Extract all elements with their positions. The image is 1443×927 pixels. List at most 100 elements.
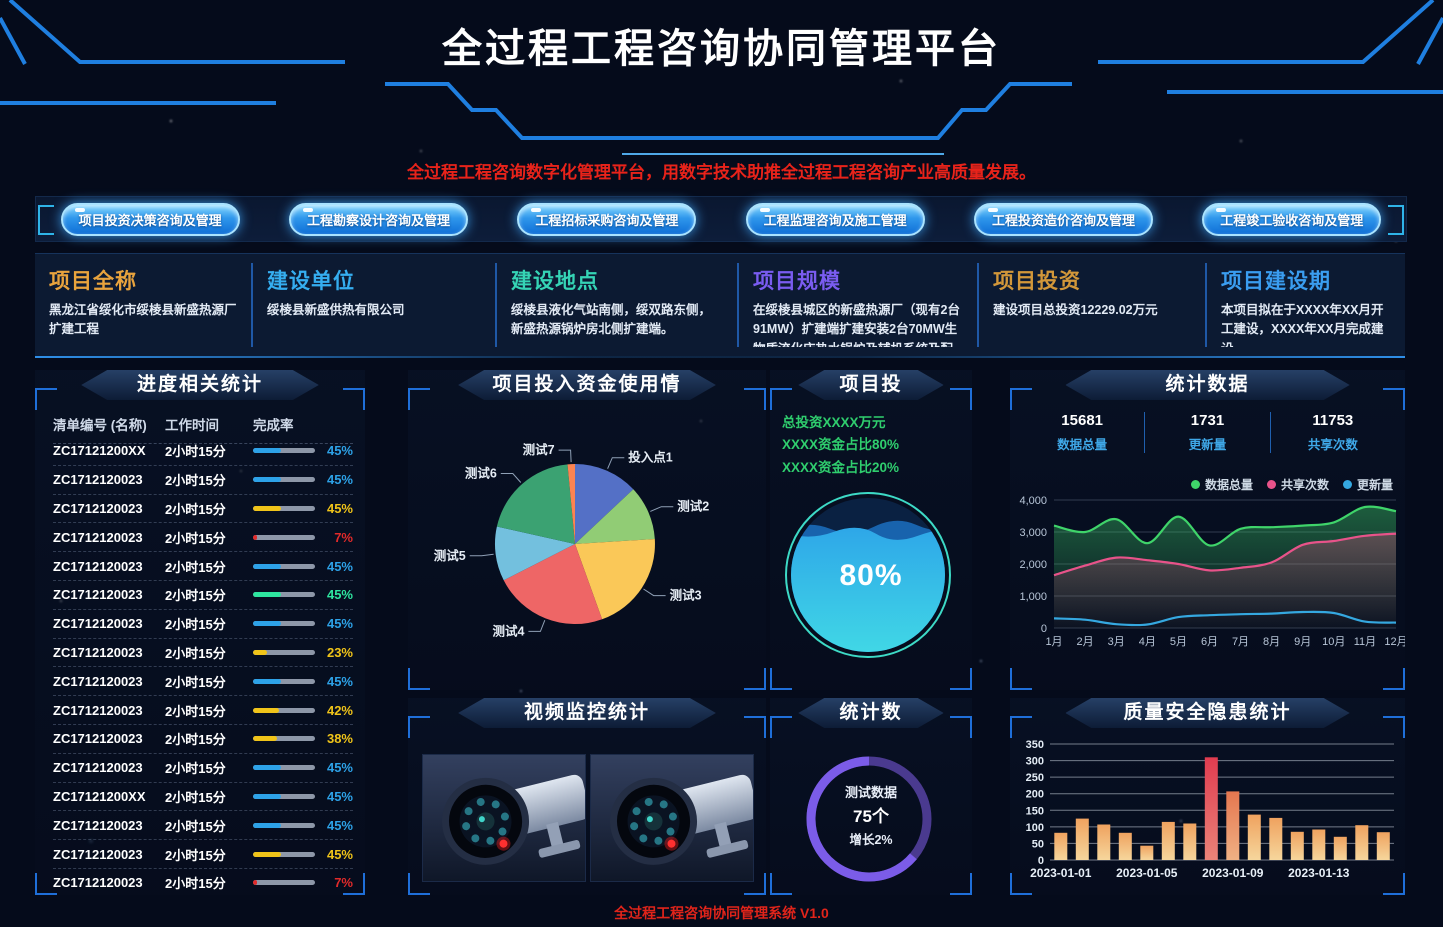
- svg-text:3月: 3月: [1108, 636, 1125, 648]
- note-ratio-80: XXXX资金占比80%: [782, 437, 900, 453]
- row-code: ZC1712120023: [53, 731, 143, 747]
- svg-text:2023-01-13: 2023-01-13: [1288, 866, 1350, 880]
- info-scale: 项目规模 在绥棱县城区的新盛热源厂（现有2台91MW）扩建端扩建安装2台70MW…: [739, 263, 979, 347]
- svg-text:8月: 8月: [1263, 636, 1280, 648]
- svg-text:12月: 12月: [1384, 636, 1405, 648]
- row-code: ZC1712120023: [53, 760, 143, 776]
- stat-update-amount: 1731 更新量: [1145, 412, 1271, 453]
- legend-item[interactable]: 数据总量: [1190, 476, 1253, 493]
- svg-text:测试6: 测试6: [465, 466, 497, 481]
- stat-share-count: 11753 共享次数: [1307, 412, 1358, 452]
- table-row: ZC1712120023 2小时15分 38%: [53, 725, 353, 754]
- panel-title-statistics: 统计数据: [1065, 370, 1349, 400]
- row-progress: 38%: [253, 731, 353, 746]
- info-title: 建设单位: [267, 270, 355, 293]
- row-progress: 42%: [253, 703, 353, 718]
- row-code: ZC1712120023: [53, 673, 143, 689]
- row-time: 2小时15分: [165, 473, 226, 489]
- row-time: 2小时15分: [165, 732, 226, 748]
- camera-image[interactable]: [590, 754, 754, 882]
- table-row: ZC1712120023 2小时15分 45%: [53, 552, 353, 581]
- nav-button-completion-acceptance[interactable]: 工程竣工验收咨询及管理: [1202, 202, 1382, 236]
- page-title: 全过程工程咨询协同管理平台: [442, 27, 1001, 71]
- panel-title-test-stats: 统计数据: [798, 698, 943, 728]
- table-header: 清单编号 (名称) 工作时间 完成率: [53, 414, 353, 444]
- donut-center-labels: 测试数据 75个 增长2%: [844, 785, 897, 847]
- svg-text:5月: 5月: [1170, 636, 1187, 648]
- legend-item[interactable]: 更新量: [1342, 476, 1393, 493]
- row-progress: 45%: [253, 472, 353, 487]
- row-time: 2小时15分: [165, 645, 226, 661]
- page-subtitle: 全过程工程咨询数字化管理平台，用数字技术助推全过程工程咨询产业高质量发展。: [407, 163, 1036, 182]
- svg-text:2,000: 2,000: [1019, 559, 1047, 571]
- svg-text:测试5: 测试5: [434, 548, 466, 563]
- statistics-panel: 统计数据 15681 数据总量 1731 更新量 11753 共享次数 数据总量…: [1010, 370, 1405, 690]
- panel-title-video: 视频监控统计: [458, 698, 716, 728]
- svg-text:测试2: 测试2: [677, 499, 709, 514]
- info-construction-period: 项目建设期 本项目拟在于XXXX年XX月开工建设，XXXX年XX月完成建设。: [1207, 263, 1405, 347]
- nav-button-survey-design[interactable]: 工程勘察设计咨询及管理: [288, 202, 468, 236]
- nav-button-supervision[interactable]: 工程监理咨询及施工管理: [745, 202, 925, 236]
- row-progress: 45%: [253, 847, 353, 862]
- statistics-line-chart: 0 1,000 2,000 3,000 4,000 1月 2月 3月 4月 5月 6月 7月 8月 9月 1…: [1010, 488, 1405, 678]
- row-time: 2小时15分: [165, 876, 226, 892]
- row-code: ZC1712120023: [53, 846, 143, 862]
- svg-text:150: 150: [1026, 805, 1044, 817]
- svg-text:11月: 11月: [1354, 636, 1376, 648]
- col-header-code: 清单编号 (名称): [53, 418, 147, 433]
- svg-text:4,000: 4,000: [1019, 495, 1047, 507]
- camera-image[interactable]: [422, 754, 586, 882]
- svg-text:2023-01-09: 2023-01-09: [1202, 866, 1264, 880]
- video-monitor-panel: 视频监控统计: [408, 698, 766, 895]
- progress-stats-panel: 进度相关统计 清单编号 (名称) 工作时间 完成率 ZC17121200XX 2…: [35, 370, 365, 895]
- table-row: ZC1712120023 2小时15分 45%: [53, 754, 353, 783]
- nav-button-cost-consulting[interactable]: 工程投资造价咨询及管理: [973, 202, 1153, 236]
- row-progress: 23%: [253, 645, 353, 660]
- info-title: 项目建设期: [1221, 270, 1331, 293]
- table-row: ZC1712120023 2小时15分 45%: [53, 840, 353, 869]
- svg-text:0: 0: [1041, 623, 1047, 635]
- footer-system-version: 全过程工程咨询协同管理系统 V1.0: [614, 905, 829, 921]
- row-time: 2小时15分: [165, 789, 226, 805]
- nav-button-investment-decision[interactable]: 项目投资决策咨询及管理: [60, 202, 240, 236]
- svg-text:300: 300: [1026, 756, 1044, 768]
- row-time: 2小时15分: [165, 818, 226, 834]
- row-time: 2小时15分: [165, 617, 226, 633]
- row-progress: 7%: [253, 530, 353, 545]
- row-progress: 45%: [253, 501, 353, 516]
- table-row: ZC1712120023 2小时15分 45%: [53, 667, 353, 697]
- row-code: ZC1712120023: [53, 558, 143, 574]
- svg-text:测试4: 测试4: [492, 623, 524, 638]
- row-progress: 7%: [253, 875, 353, 890]
- svg-text:200: 200: [1026, 789, 1044, 801]
- row-time: 2小时15分: [165, 501, 226, 517]
- panel-title-funds-usage: 项目投入资金使用情况: [458, 370, 716, 400]
- info-construction-unit: 建设单位 绥棱县新盛供热有限公司: [253, 263, 497, 347]
- table-row: ZC17121200XX 2小时15分 45%: [53, 437, 353, 466]
- row-progress: 45%: [253, 760, 353, 775]
- row-progress: 45%: [253, 443, 353, 458]
- investment-ratio-panel: 项目投资占比 总投资XXXX万元 XXXX资金占比80% XXXX资金占比20%…: [770, 370, 972, 690]
- row-time: 2小时15分: [165, 703, 226, 719]
- svg-text:10月: 10月: [1322, 636, 1345, 648]
- row-code: ZC17121200XX: [53, 788, 146, 804]
- col-header-time: 工作时间: [165, 418, 219, 433]
- nav-button-bidding-procurement[interactable]: 工程招标采购咨询及管理: [517, 202, 697, 236]
- table-row: ZC1712120023 2小时15分 23%: [53, 639, 353, 668]
- table-row: ZC1712120023 2小时15分 45%: [53, 495, 353, 524]
- info-investment: 项目投资 建设项目总投资12229.02万元: [979, 263, 1207, 347]
- nav-bar: 项目投资决策咨询及管理 工程勘察设计咨询及管理 工程招标采购咨询及管理 工程监理…: [35, 196, 1407, 242]
- panel-title-quality-safety: 质量安全隐患统计: [1065, 698, 1349, 728]
- row-time: 2小时15分: [165, 559, 226, 575]
- svg-text:2023-01-01: 2023-01-01: [1030, 866, 1092, 880]
- row-code: ZC1712120023: [53, 472, 143, 488]
- panel-title-investment-ratio: 项目投资占比: [798, 370, 943, 400]
- project-info-bar: 项目全称 黑龙江省绥化市绥棱县新盛热源厂扩建工程 建设单位 绥棱县新盛供热有限公…: [35, 253, 1405, 358]
- row-progress: 45%: [253, 674, 353, 689]
- info-title: 项目投资: [993, 270, 1081, 293]
- svg-text:测试3: 测试3: [670, 588, 702, 603]
- row-progress: 45%: [253, 616, 353, 631]
- legend-item[interactable]: 共享次数: [1266, 476, 1329, 493]
- gauge-percent-label: 80%: [839, 559, 903, 592]
- header-circuit-lines: [0, 0, 1443, 155]
